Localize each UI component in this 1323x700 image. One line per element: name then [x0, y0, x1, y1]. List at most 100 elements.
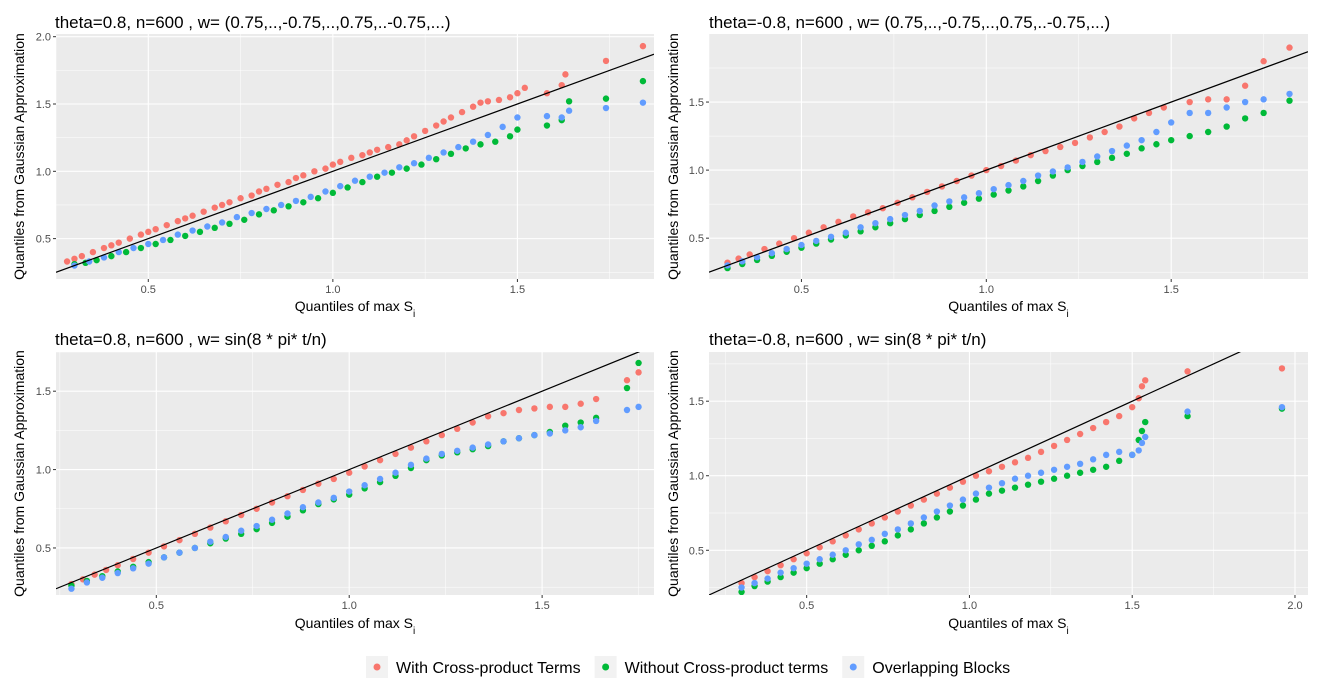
- data-point: [1153, 128, 1160, 136]
- panel-2: 0.5 1.0 1.5 0.5 1.0 1.5 theta=-0.8, n=600 , w=…: [665, 13, 1308, 320]
- data-point: [207, 538, 214, 545]
- data-point: [790, 564, 797, 572]
- data-point: [1278, 365, 1286, 372]
- data-point: [1129, 451, 1136, 459]
- data-point: [222, 533, 229, 541]
- data-point: [738, 584, 745, 591]
- legend-item: Overlapping Blocks: [842, 656, 1010, 678]
- y-tick-label: 0.5: [689, 233, 704, 245]
- data-point: [122, 248, 130, 256]
- data-point: [514, 90, 521, 97]
- x-axis-label-main: Quantiles of max S: [295, 298, 413, 314]
- data-point: [137, 231, 145, 238]
- data-point: [1153, 141, 1160, 148]
- data-point: [425, 154, 433, 162]
- x-axis-label-subscript: i: [413, 309, 415, 320]
- data-point: [108, 252, 115, 260]
- data-point: [842, 229, 850, 236]
- data-point: [189, 212, 196, 219]
- data-point: [163, 221, 170, 229]
- data-point: [277, 201, 285, 209]
- data-point: [196, 228, 204, 236]
- data-point: [433, 155, 440, 163]
- data-point: [1086, 134, 1094, 141]
- data-point: [477, 141, 484, 148]
- panel-background: [709, 34, 1308, 279]
- data-point: [521, 84, 529, 92]
- data-point: [392, 450, 399, 458]
- data-point: [218, 201, 226, 209]
- data-point: [1260, 58, 1267, 65]
- data-point: [255, 211, 263, 218]
- data-point: [145, 240, 152, 248]
- data-point: [89, 248, 97, 256]
- panel-title: theta=0.8, n=600 , w= (0.75,..,-0.75,..,…: [55, 13, 451, 32]
- y-tick-label: 1.5: [36, 386, 51, 398]
- data-point: [623, 377, 631, 384]
- data-point: [783, 245, 790, 253]
- data-point: [299, 504, 307, 511]
- data-point: [330, 494, 337, 501]
- data-point: [1024, 454, 1032, 462]
- data-point: [433, 122, 440, 129]
- data-point: [1011, 484, 1019, 491]
- data-point: [130, 244, 137, 252]
- y-tick-label: 1.5: [689, 97, 704, 109]
- data-point: [1142, 377, 1149, 384]
- data-point: [1037, 469, 1045, 476]
- data-point: [71, 255, 78, 263]
- data-point: [255, 188, 263, 195]
- data-point: [1123, 150, 1131, 157]
- data-point: [803, 564, 810, 572]
- data-point: [388, 169, 396, 176]
- data-point: [960, 199, 968, 206]
- data-point: [623, 406, 631, 414]
- data-point: [1063, 472, 1071, 479]
- data-point: [1223, 104, 1230, 111]
- x-axis-label: Quantiles of max Si: [295, 298, 416, 320]
- data-point: [803, 560, 810, 567]
- data-point: [543, 122, 551, 129]
- data-point: [1094, 153, 1101, 160]
- data-point: [1102, 463, 1110, 470]
- data-point: [933, 514, 941, 521]
- data-point: [886, 215, 894, 223]
- data-point: [857, 224, 864, 231]
- data-point: [515, 435, 523, 442]
- data-point: [469, 138, 477, 145]
- reference-line: [56, 53, 654, 273]
- data-point: [972, 490, 980, 497]
- data-point: [998, 479, 1006, 487]
- data-point: [1186, 98, 1193, 106]
- y-tick-label: 1.0: [36, 465, 51, 477]
- data-point: [1129, 403, 1136, 411]
- data-point: [167, 236, 174, 244]
- data-point: [768, 249, 776, 257]
- data-point: [1050, 475, 1058, 482]
- data-point: [1286, 90, 1293, 98]
- data-point: [407, 461, 415, 469]
- data-point: [1260, 96, 1267, 103]
- data-point: [1037, 448, 1045, 456]
- data-point: [499, 123, 506, 131]
- data-point: [1102, 451, 1110, 459]
- data-point: [777, 573, 784, 581]
- data-point: [1037, 478, 1045, 485]
- x-axis-label: Quantiles of max Si: [948, 298, 1069, 320]
- data-point: [469, 419, 476, 426]
- data-point: [946, 502, 954, 509]
- data-point: [311, 168, 318, 175]
- data-point: [1089, 424, 1097, 432]
- x-tick-label: 1.5: [534, 600, 549, 612]
- data-point: [484, 413, 492, 420]
- data-point: [447, 150, 455, 158]
- data-point: [842, 551, 849, 558]
- data-point: [946, 203, 953, 211]
- data-point: [558, 114, 565, 121]
- data-point: [204, 223, 211, 230]
- data-point: [751, 579, 758, 587]
- data-point: [1204, 96, 1212, 103]
- data-point: [115, 239, 122, 246]
- data-point: [623, 384, 631, 392]
- data-point: [998, 463, 1006, 470]
